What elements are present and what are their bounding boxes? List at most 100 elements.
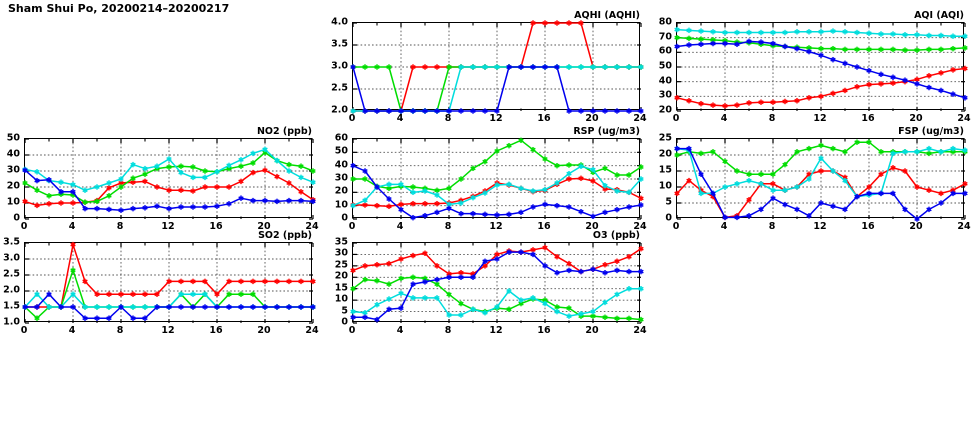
chart-panel-no2: NO2 (ppb) 0 10 20 30 40 50 0 4 8 12 16 20 24 [7, 126, 319, 232]
x-tick-label: 16 [861, 221, 875, 232]
series-marker [770, 172, 776, 177]
y-tick-label: 10 [334, 293, 348, 305]
series-marker [818, 94, 824, 99]
series-marker [166, 206, 172, 211]
x-tick-label: 24 [957, 221, 971, 232]
x-tick-label: 16 [209, 221, 223, 232]
series-marker [154, 164, 160, 169]
series-marker [530, 205, 536, 209]
series-marker [542, 65, 548, 69]
x-tick-label: 20 [257, 325, 271, 336]
series-marker [434, 282, 440, 287]
x-tick-label: 24 [305, 221, 319, 232]
series-marker [106, 181, 112, 185]
y-tick-label: 2.0 [331, 104, 348, 116]
chart-panel-aqhi: AQHI (AQHI) 2.0 2.5 3.0 3.5 4.0 0 4 8 12 16 20 24 [331, 10, 646, 124]
series-marker [566, 177, 572, 181]
x-tick-label: 4 [720, 113, 728, 124]
series-marker [118, 177, 124, 181]
series-marker [178, 279, 184, 284]
series-marker [226, 185, 232, 189]
series-marker [286, 198, 292, 203]
series-marker [94, 316, 100, 321]
y-tick-label: 5 [341, 305, 348, 317]
series-marker [794, 46, 800, 51]
series-marker [578, 269, 584, 274]
series-marker [938, 88, 944, 93]
series-marker [434, 193, 440, 197]
series-marker [542, 298, 548, 303]
series-marker [602, 109, 608, 113]
series-marker [190, 279, 196, 284]
series-marker [686, 98, 692, 103]
series-marker [542, 263, 548, 268]
series-marker [854, 84, 860, 89]
series-marker [482, 212, 488, 217]
chart-title-rsp: RSP (ug/m3) [573, 126, 640, 137]
series-marker [506, 289, 512, 293]
series-marker [262, 279, 268, 284]
series-marker [638, 203, 644, 207]
series-marker [106, 207, 112, 212]
series-marker [878, 172, 884, 177]
series-marker [410, 295, 416, 300]
series-marker [34, 316, 40, 321]
series-marker [842, 175, 848, 180]
series-marker [566, 109, 572, 113]
x-tick-label: 16 [537, 221, 551, 232]
y-tick-label: 10 [6, 196, 20, 208]
series-marker [494, 109, 500, 113]
x-tick-label: 8 [116, 325, 124, 336]
series-marker [674, 35, 680, 40]
series-marker [830, 204, 836, 209]
y-tick-label: 3.5 [331, 38, 348, 50]
series-marker [866, 82, 872, 87]
series-marker [710, 103, 716, 108]
series-marker [878, 72, 884, 77]
plot-canvas-aqi [674, 22, 968, 112]
series-marker [962, 45, 968, 50]
series-marker [350, 309, 356, 314]
series-marker [866, 47, 872, 52]
series-marker [926, 33, 932, 38]
series-marker [446, 186, 452, 191]
x-tick-label: 16 [537, 325, 551, 336]
series-marker [686, 178, 692, 183]
series-marker [22, 305, 28, 309]
series-marker [890, 151, 896, 156]
series-marker [542, 21, 548, 25]
series-marker [914, 77, 920, 82]
series-marker [386, 297, 392, 301]
x-tick-label: 4 [68, 325, 76, 336]
chart-title-no2: NO2 (ppb) [256, 126, 312, 137]
series-marker [554, 65, 560, 69]
series-marker [950, 188, 956, 193]
series-marker [878, 47, 884, 52]
series-marker [782, 44, 788, 49]
series-marker [70, 242, 76, 247]
series-marker [626, 65, 632, 69]
x-tick-label: 12 [489, 113, 503, 124]
series-marker [374, 278, 380, 283]
series-marker [34, 292, 40, 297]
series-marker [130, 292, 136, 297]
series-marker [962, 181, 968, 186]
series-red [674, 65, 968, 109]
series-marker [46, 292, 52, 297]
series-marker [830, 57, 836, 62]
series-marker [226, 305, 232, 309]
chart-title-fsp: FSP (ug/m3) [898, 126, 964, 137]
chart-title-so2: SO2 (ppb) [258, 230, 312, 241]
series-marker [262, 147, 268, 152]
series-marker [226, 166, 232, 171]
series-marker [782, 162, 788, 167]
y-tick-label: 30 [6, 164, 20, 176]
series-marker [446, 65, 452, 69]
series-marker [470, 195, 476, 200]
x-tick-label: 8 [768, 221, 776, 232]
series-cyan [350, 163, 644, 209]
series-marker [746, 100, 752, 105]
series-marker [166, 165, 172, 169]
x-tick-label: 20 [585, 221, 599, 232]
series-marker [638, 269, 644, 274]
